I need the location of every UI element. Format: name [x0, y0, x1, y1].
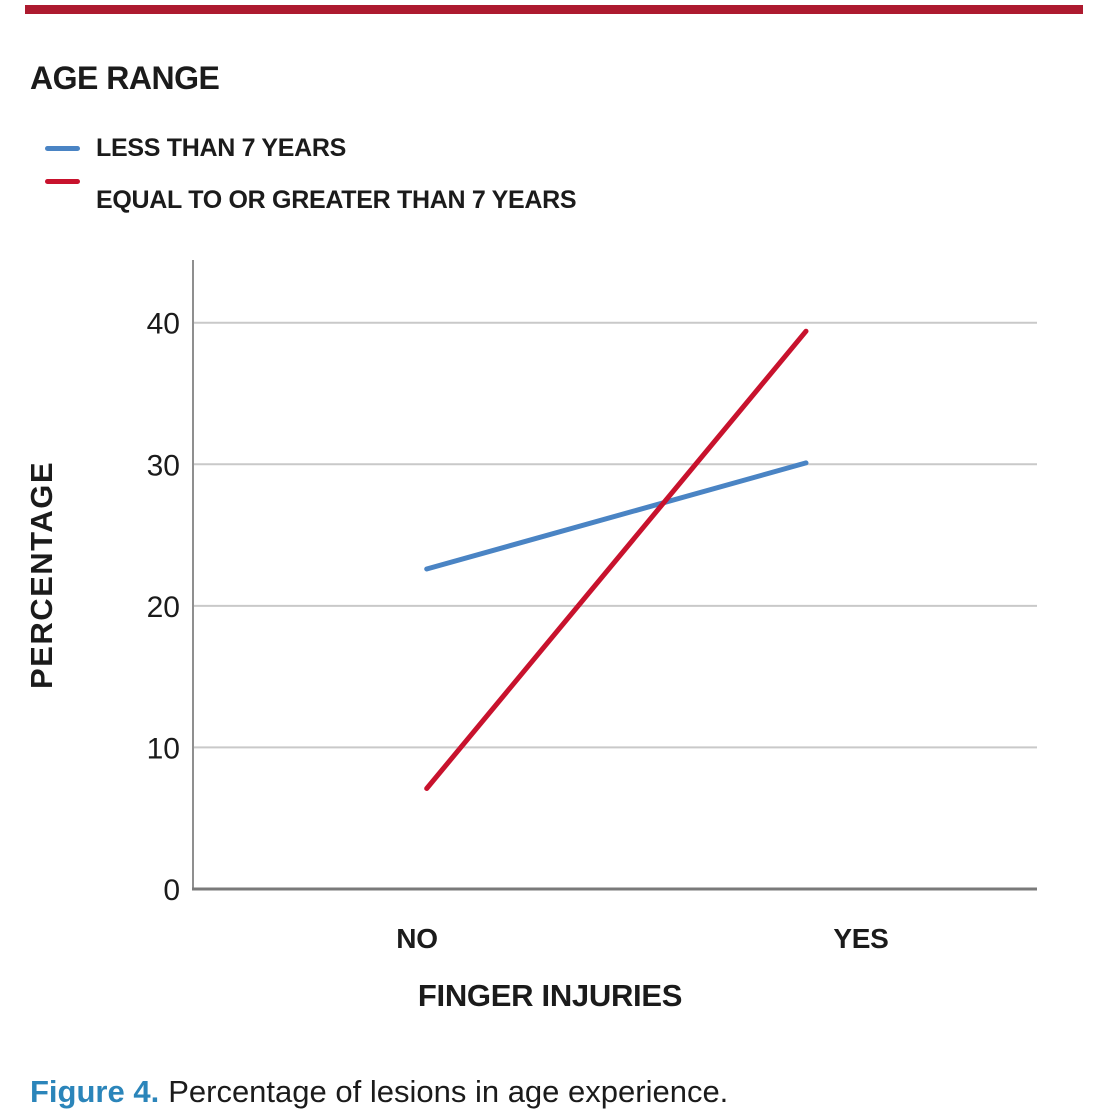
legend-swatch-blue-line — [45, 145, 80, 151]
caption-text: Percentage of lesions in age experience. — [168, 1074, 729, 1109]
y-tick-label: 20 — [147, 591, 180, 624]
y-tick-label: 40 — [147, 308, 180, 341]
legend-label: LESS THAN 7 YEARS — [96, 134, 347, 162]
figure-caption: Figure 4. Percentage of lesions in age ex… — [30, 1074, 728, 1110]
x-category-label: NO — [396, 923, 437, 954]
x-axis-title: FINGER INJURIES — [417, 978, 683, 1013]
legend-item-less-than-7: LESS THAN 7 YEARS — [45, 134, 346, 162]
legend-label: EQUAL TO OR GREATER THAN 7 YEARS — [96, 186, 577, 214]
y-axis-title: PERCENTAGE — [24, 460, 59, 690]
y-tick-label: 30 — [147, 449, 180, 482]
series-line — [424, 460, 809, 572]
x-category-label: YES — [833, 923, 888, 954]
y-tick-label: 10 — [147, 732, 180, 765]
legend-swatch-red-line — [45, 179, 80, 184]
series-line — [424, 328, 809, 791]
legend-title: AGE RANGE — [30, 60, 220, 96]
caption-figure-number: Figure 4. — [30, 1074, 160, 1109]
y-tick-label: 0 — [163, 874, 180, 907]
top-accent-bar — [25, 5, 1083, 14]
